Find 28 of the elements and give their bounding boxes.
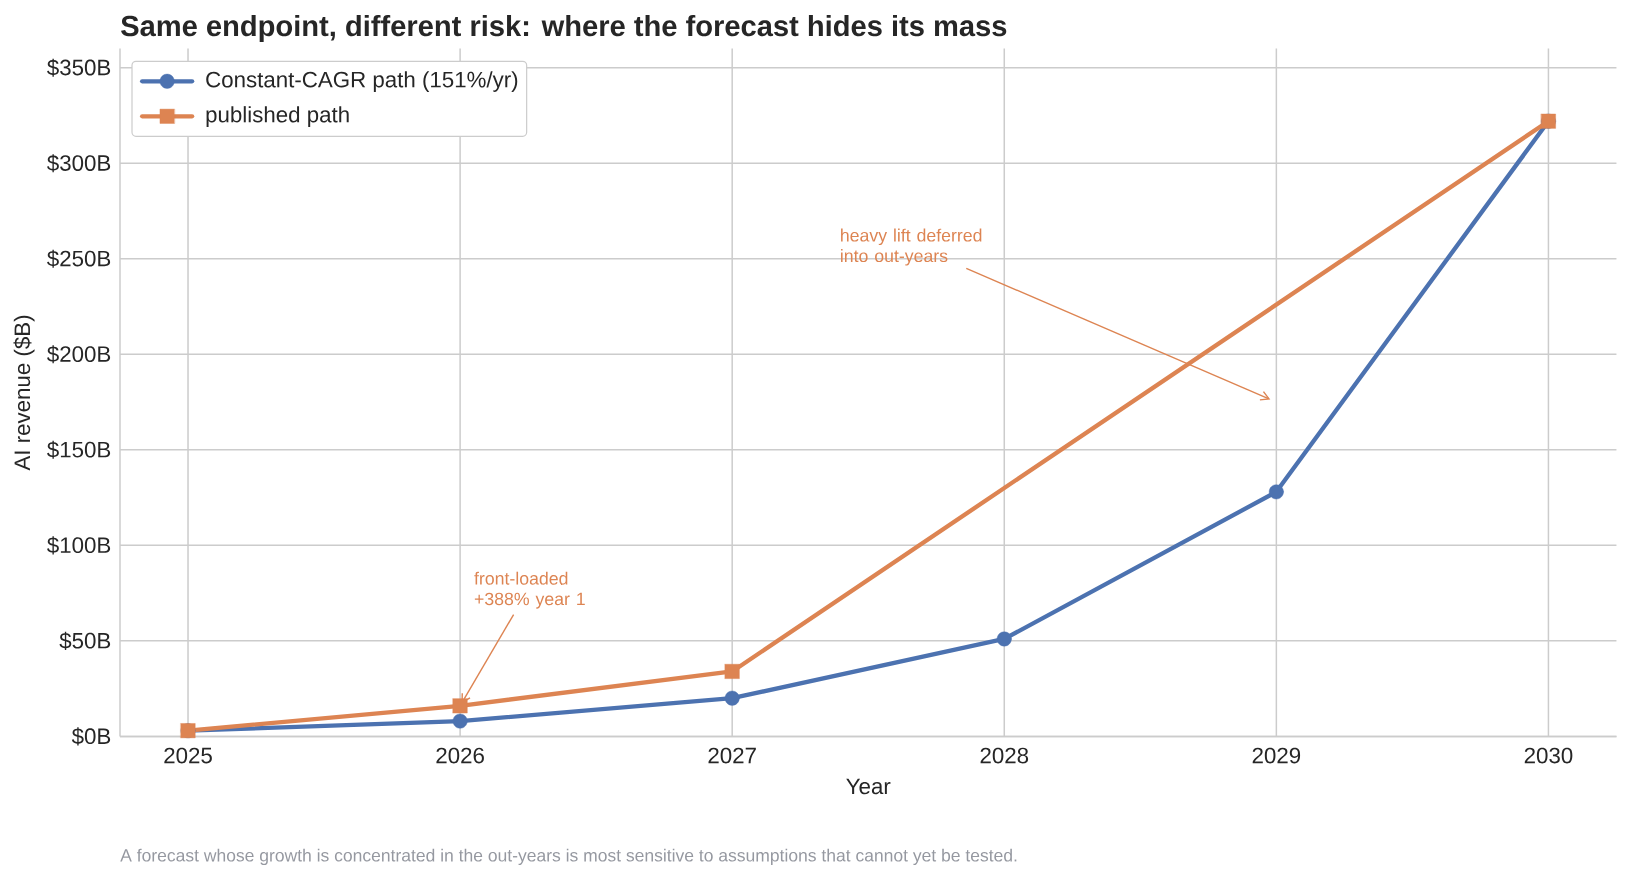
y-tick-label: $100B bbox=[47, 536, 111, 555]
point bbox=[452, 713, 468, 729]
legend-label: Constant-CAGR path (151%/yr) bbox=[206, 71, 518, 92]
y-axis-title: AI revenue ($B) bbox=[13, 315, 35, 471]
y-tick-label: $350B bbox=[47, 58, 111, 77]
y-tick-label: $50B bbox=[59, 631, 111, 650]
x-tick-label: 2026 bbox=[436, 747, 484, 764]
x-axis-title: Year bbox=[846, 778, 891, 795]
chart-title: Same endpoint, different risk: where the forecast hides its mass bbox=[121, 14, 1007, 43]
legend-label: published path bbox=[206, 106, 349, 127]
annotation: heavy lift deferred into out-years bbox=[841, 228, 982, 266]
y-tick-label: $250B bbox=[47, 249, 111, 268]
x-tick-label: 2025 bbox=[164, 747, 212, 764]
x-tick-label: 2028 bbox=[980, 747, 1029, 764]
x-tick-label: 2027 bbox=[708, 747, 756, 764]
text: A forecast whose growth is concentrated in the out-years is most sensitive to assumptions that cannot yet be tested. bbox=[120, 848, 1017, 866]
y-tick-label: $200B bbox=[47, 345, 111, 364]
annotation: front-loaded +388% year 1 bbox=[474, 571, 585, 609]
point bbox=[996, 631, 1012, 647]
point bbox=[724, 690, 740, 706]
y-tick-label: $0B bbox=[71, 727, 111, 746]
y-tick-label: $150B bbox=[47, 440, 111, 459]
x-tick-label: 2029 bbox=[1252, 747, 1301, 764]
point bbox=[724, 664, 740, 679]
point bbox=[452, 698, 468, 714]
x-tick-label: 2030 bbox=[1524, 747, 1573, 764]
point bbox=[1268, 484, 1284, 500]
y-tick-label: $300B bbox=[47, 154, 111, 173]
